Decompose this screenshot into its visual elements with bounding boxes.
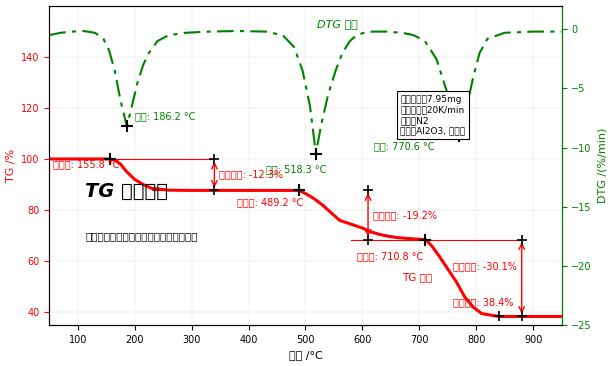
Text: 质量变化: -19.2%: 质量变化: -19.2% [373,210,436,220]
Text: 起始点: 155.8 °C: 起始点: 155.8 °C [53,159,120,169]
Text: 质量变化: -30.1%: 质量变化: -30.1% [454,261,517,272]
Text: （图中所示为一水合草酸钓的分解过程）: （图中所示为一水合草酸钓的分解过程） [85,231,197,241]
Text: TG 典型图谱: TG 典型图谱 [85,182,168,201]
Text: 起始点: 710.8 °C: 起始点: 710.8 °C [357,251,423,261]
Text: TG 曲线: TG 曲线 [402,272,432,282]
Text: DTG 曲线: DTG 曲线 [317,19,357,29]
Text: 峰値: 770.6 °C: 峰値: 770.6 °C [374,141,434,151]
Text: 残余质量: 38.4%: 残余质量: 38.4% [454,297,514,307]
Text: 峰値: 186.2 °C: 峰値: 186.2 °C [135,111,195,121]
Text: 质量变化: -12.3%: 质量变化: -12.3% [219,169,283,179]
Text: 峰値: 518.3 °C: 峰値: 518.3 °C [265,164,326,174]
Text: 起始点: 489.2 °C: 起始点: 489.2 °C [237,198,303,208]
Text: 样品称重：7.95mg
升温速率：20K/min
气氛：N2
坩埚：Al2O3, 敞开式: 样品称重：7.95mg 升温速率：20K/min 气氛：N2 坩埚：Al2O3,… [400,95,465,135]
Y-axis label: DTG /(%/min): DTG /(%/min) [598,128,607,203]
X-axis label: 温度 /°C: 温度 /°C [289,350,322,361]
Y-axis label: TG /%: TG /% [6,149,15,182]
